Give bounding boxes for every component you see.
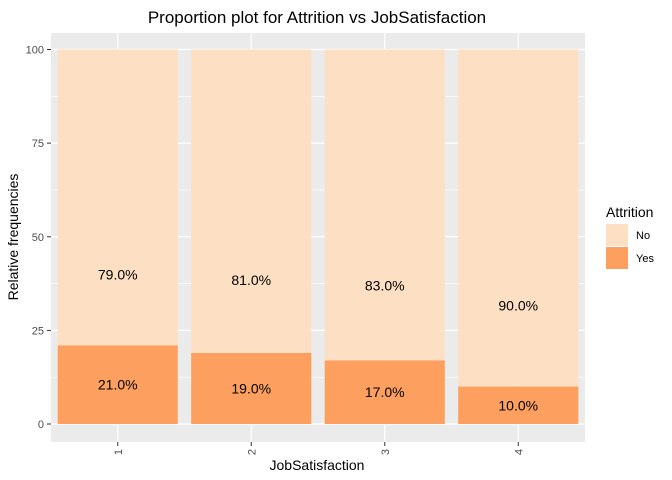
- data-label-yes-1: 21.0%: [98, 377, 138, 393]
- x-tick-label: 2: [246, 449, 258, 455]
- data-labels: 21.0% 79.0% 19.0% 81.0% 17.0% 83.0% 10.0% 90.0%: [98, 266, 538, 413]
- data-label-no-3: 83.0%: [365, 278, 405, 294]
- bar-no-1: [57, 49, 178, 346]
- data-label-yes-4: 10.0%: [498, 397, 538, 413]
- y-tick-label: 0: [38, 419, 44, 431]
- chart-title: Proportion plot for Attrition vs JobSati…: [148, 8, 486, 27]
- x-tick-label: 4: [513, 449, 525, 455]
- legend-key-yes: [606, 247, 628, 269]
- legend-label-yes: Yes: [636, 253, 654, 265]
- bar-yes-3: [324, 360, 445, 424]
- bar-yes-4: [458, 386, 579, 424]
- bar-yes-1: [57, 345, 178, 424]
- bar-no-3: [324, 49, 445, 361]
- x-axis: 1 2 3 4: [113, 442, 525, 455]
- y-tick-label: 100: [26, 45, 44, 57]
- data-label-no-2: 81.0%: [231, 272, 271, 288]
- y-tick-label: 25: [32, 325, 44, 337]
- bar-yes-2: [191, 352, 312, 424]
- y-axis: 0 25 50 75 100: [26, 45, 51, 431]
- y-axis-title: Relative frequencies: [5, 174, 21, 301]
- bar-no-4: [458, 49, 579, 387]
- bars: [57, 49, 579, 424]
- data-label-no-4: 90.0%: [498, 298, 538, 314]
- x-tick-label: 3: [380, 449, 392, 455]
- legend-key-no: [606, 224, 628, 246]
- x-axis-title: JobSatisfaction: [270, 457, 365, 473]
- y-tick-label: 75: [32, 138, 44, 150]
- bar-no-2: [191, 49, 312, 353]
- legend-title: Attrition: [606, 204, 653, 220]
- data-label-yes-3: 17.0%: [365, 384, 405, 400]
- data-label-no-1: 79.0%: [98, 266, 138, 282]
- data-label-yes-2: 19.0%: [231, 380, 271, 396]
- y-tick-label: 50: [32, 232, 44, 244]
- legend: Attrition No Yes: [606, 204, 654, 269]
- legend-label-no: No: [636, 230, 650, 242]
- x-tick-label: 1: [113, 449, 125, 455]
